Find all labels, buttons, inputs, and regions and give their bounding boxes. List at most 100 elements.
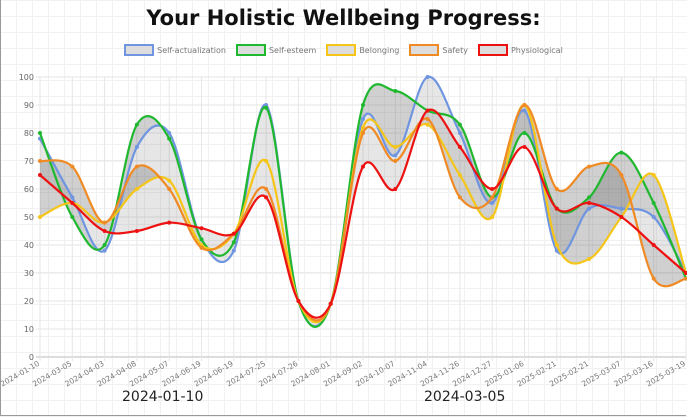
legend: Self-actualization Self-esteem Belonging Sa… (0, 44, 687, 56)
data-point (490, 195, 495, 200)
data-point (457, 195, 462, 200)
legend-label: Physiological (510, 45, 563, 55)
data-point (587, 164, 592, 169)
data-point (425, 122, 430, 127)
data-point (425, 117, 430, 121)
data-point (684, 271, 687, 275)
data-point (554, 187, 559, 191)
data-point (651, 201, 656, 205)
y-tick-label: 10 (24, 325, 34, 334)
data-point (393, 89, 398, 93)
data-point (231, 240, 236, 245)
data-point (167, 187, 172, 191)
data-point (199, 245, 204, 250)
data-point (134, 122, 139, 127)
data-point (134, 145, 139, 149)
data-point (425, 75, 430, 79)
y-tick-label: 20 (24, 297, 34, 306)
data-point (264, 187, 269, 191)
data-point (102, 220, 107, 225)
y-tick-label: 100 (19, 73, 34, 82)
data-point (361, 131, 365, 135)
data-point (38, 159, 42, 163)
data-point (70, 201, 75, 205)
y-tick-label: 90 (24, 101, 34, 110)
data-point (490, 201, 495, 205)
data-point (167, 136, 172, 141)
legend-item[interactable]: Belonging (326, 44, 399, 56)
footer-date-start: 2024-01-10 (122, 389, 204, 405)
data-point (393, 159, 398, 163)
data-point (167, 178, 172, 183)
data-point (361, 117, 365, 121)
data-point (328, 301, 333, 306)
y-tick-label: 50 (24, 213, 34, 222)
data-point (619, 206, 624, 211)
data-point (587, 195, 592, 200)
data-point (38, 173, 42, 177)
y-tick-label: 40 (24, 241, 34, 250)
legend-label: Safety (442, 45, 468, 55)
series-fill-area (40, 104, 686, 323)
y-tick-label: 80 (24, 129, 34, 138)
legend-item[interactable]: Self-esteem (235, 44, 317, 56)
data-point (457, 131, 462, 135)
data-point (102, 229, 107, 233)
data-point (619, 215, 624, 219)
data-point (393, 153, 398, 158)
series-fill-area (40, 104, 686, 321)
data-point (393, 145, 398, 149)
legend-swatch (409, 44, 440, 56)
data-point (38, 131, 42, 135)
data-point (167, 220, 172, 225)
data-point (554, 206, 559, 211)
data-point (587, 206, 592, 211)
data-point (522, 108, 527, 113)
data-point (554, 243, 559, 247)
data-point (490, 215, 495, 219)
data-point (522, 131, 527, 135)
data-point (522, 145, 527, 149)
data-point (587, 257, 592, 261)
data-point (264, 195, 269, 200)
y-tick-label: 0 (29, 353, 34, 362)
legend-item[interactable]: Safety (409, 44, 468, 56)
legend-swatch (477, 44, 508, 56)
data-point (264, 103, 269, 107)
legend-label: Belonging (359, 45, 400, 55)
data-point (231, 231, 236, 236)
data-point (231, 248, 236, 253)
data-point (134, 187, 139, 191)
y-tick-label: 70 (24, 157, 34, 166)
data-point (361, 164, 365, 169)
data-point (264, 105, 269, 110)
data-point (199, 237, 204, 242)
data-point (619, 173, 624, 177)
legend-swatch (235, 44, 266, 56)
y-tick-label: 30 (24, 269, 34, 278)
data-point (102, 248, 107, 253)
legend-label: Self-esteem (268, 45, 317, 55)
legend-item[interactable]: Physiological (477, 44, 563, 56)
legend-label: Self-actualization (157, 45, 226, 55)
data-point (393, 187, 398, 191)
legend-item[interactable]: Self-actualization (124, 44, 226, 56)
data-point (134, 164, 139, 169)
data-point (651, 215, 656, 219)
data-point (651, 243, 656, 247)
data-point (70, 215, 75, 219)
data-point (651, 173, 656, 177)
data-point (361, 125, 365, 130)
data-point (199, 226, 204, 231)
footer-date-end: 2024-03-05 (424, 389, 506, 405)
data-point (619, 150, 624, 155)
legend-swatch (326, 44, 357, 56)
data-point (70, 164, 75, 169)
y-tick-label: 60 (24, 185, 34, 194)
data-point (70, 195, 75, 200)
data-point (38, 215, 42, 219)
data-point (102, 243, 107, 247)
data-point (684, 276, 687, 281)
